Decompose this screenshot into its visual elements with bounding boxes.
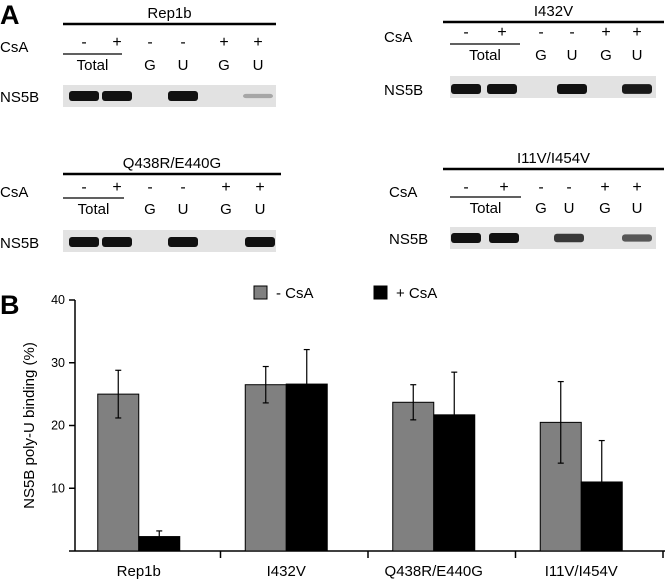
lane-label: U xyxy=(632,200,643,217)
ns5b-band xyxy=(168,91,198,101)
csa-sign: - xyxy=(463,179,468,196)
csa-row-label: CsA xyxy=(0,39,28,56)
total-label: Total xyxy=(469,47,501,64)
csa-sign: - xyxy=(81,34,86,51)
legend-label: - CsA xyxy=(276,285,314,302)
csa-sign: + xyxy=(632,24,641,41)
legend-swatch xyxy=(373,285,388,300)
ns5b-band xyxy=(102,91,132,101)
csa-sign: - xyxy=(147,34,152,51)
y-tick-label: 10 xyxy=(51,481,65,495)
lane-label: G xyxy=(535,200,547,217)
lane-label: U xyxy=(178,201,189,218)
csa-sign: + xyxy=(255,179,264,196)
ns5b-band xyxy=(102,237,132,247)
ns5b-label: NS5B xyxy=(384,82,423,99)
csa-sign: - xyxy=(566,179,571,196)
category-label: I432V xyxy=(267,563,306,580)
lane-label: G xyxy=(144,57,156,74)
csa-sign: + xyxy=(253,34,262,51)
lane-label: G xyxy=(600,47,612,64)
ns5b-band xyxy=(557,84,587,94)
csa-sign: + xyxy=(112,179,121,196)
blot-title: I432V xyxy=(534,3,573,20)
total-label: Total xyxy=(470,200,502,217)
csa-sign: + xyxy=(601,24,610,41)
lane-label: U xyxy=(567,47,578,64)
csa-sign: + xyxy=(600,179,609,196)
lane-label: U xyxy=(253,57,264,74)
ns5b-band xyxy=(622,234,652,242)
lane-label: U xyxy=(255,201,266,218)
bar-chart: 10 20 30 40 NS5B poly-U binding (%) Rep1b I432… xyxy=(21,285,665,580)
csa-sign: - xyxy=(81,179,86,196)
csa-row-label: CsA xyxy=(0,184,28,201)
csa-sign: + xyxy=(112,34,121,51)
csa-sign: + xyxy=(497,24,506,41)
csa-sign: + xyxy=(219,34,228,51)
ns5b-band xyxy=(487,84,517,94)
lane-label: U xyxy=(632,47,643,64)
ns5b-band xyxy=(451,233,481,243)
ns5b-band xyxy=(451,84,481,94)
panel-b-letter: B xyxy=(0,290,20,320)
csa-sign: - xyxy=(569,24,574,41)
ns5b-band xyxy=(69,237,99,247)
ns5b-band xyxy=(69,91,99,101)
panel-a-letter: A xyxy=(0,0,20,30)
bar xyxy=(392,401,435,552)
csa-sign: - xyxy=(538,24,543,41)
category-label: I11V/I454V xyxy=(545,563,618,580)
bar xyxy=(97,393,140,552)
legend-swatch xyxy=(253,285,268,300)
y-tick-label: 30 xyxy=(51,356,65,370)
csa-sign: - xyxy=(463,24,468,41)
lane-label: G xyxy=(535,47,547,64)
blot-title: Rep1b xyxy=(147,5,191,22)
category-label: Q438R/E440G xyxy=(385,563,483,580)
csa-row-label: CsA xyxy=(389,184,417,201)
ns5b-band xyxy=(554,233,584,243)
lane-label: G xyxy=(144,201,156,218)
blot-strip xyxy=(450,227,656,249)
ns5b-band xyxy=(622,84,652,94)
ns5b-band xyxy=(245,237,275,247)
csa-sign: - xyxy=(180,179,185,196)
lane-label: U xyxy=(564,200,575,217)
blot-i432v: I432V CsA - + - - + + Total G U G U NS5B xyxy=(384,3,664,99)
ns5b-label: NS5B xyxy=(389,231,428,248)
bar xyxy=(244,384,287,552)
lane-label: U xyxy=(178,57,189,74)
y-axis-title: NS5B poly-U binding (%) xyxy=(21,342,38,509)
lane-label: G xyxy=(220,201,232,218)
ns5b-label: NS5B xyxy=(0,235,39,252)
y-tick-label: 20 xyxy=(51,419,65,433)
legend-label: + CsA xyxy=(396,285,437,302)
csa-sign: + xyxy=(221,179,230,196)
csa-sign: + xyxy=(632,179,641,196)
blot-title: Q438R/E440G xyxy=(123,155,221,172)
ns5b-band xyxy=(489,233,519,243)
y-tick-label: 40 xyxy=(51,293,65,307)
total-label: Total xyxy=(78,201,110,218)
lane-label: G xyxy=(218,57,230,74)
csa-sign: - xyxy=(180,34,185,51)
lane-label: G xyxy=(599,200,611,217)
category-label: Rep1b xyxy=(117,563,161,580)
csa-sign: - xyxy=(538,179,543,196)
total-label: Total xyxy=(77,57,109,74)
ns5b-label: NS5B xyxy=(0,89,39,106)
csa-sign: - xyxy=(147,179,152,196)
csa-row-label: CsA xyxy=(384,29,412,46)
ns5b-band xyxy=(168,237,198,247)
blot-title: I11V/I454V xyxy=(517,150,590,167)
ns5b-band xyxy=(243,93,273,99)
csa-sign: + xyxy=(499,179,508,196)
